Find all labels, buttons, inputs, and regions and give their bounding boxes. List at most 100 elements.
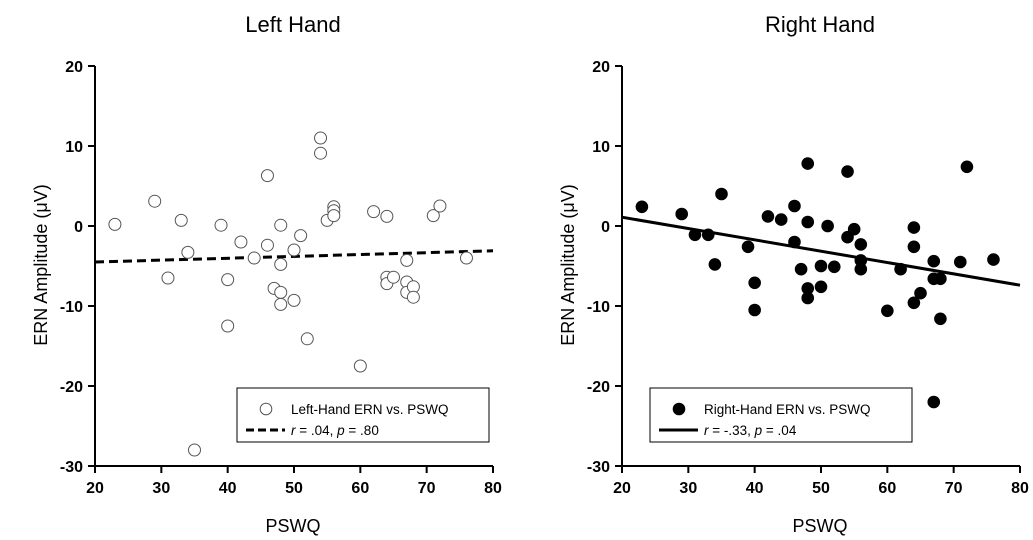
data-point (367, 205, 381, 219)
data-point (701, 228, 715, 242)
legend-box (649, 387, 913, 443)
data-point (934, 312, 947, 326)
data-point (821, 219, 834, 233)
data-point (801, 157, 815, 170)
data-point (247, 251, 261, 265)
data-point (148, 194, 162, 208)
y-tick-label: -30 (587, 459, 610, 476)
data-point (927, 395, 941, 409)
y-tick-label: 20 (65, 59, 83, 76)
data-point (327, 209, 341, 223)
data-point (274, 257, 288, 271)
x-axis-label: PSWQ (792, 516, 847, 536)
data-point (794, 262, 808, 276)
legend-fit-stats: r = -.33, p = .04 (704, 423, 797, 438)
x-tick-label: 30 (152, 480, 170, 497)
data-point (841, 165, 854, 178)
data-point (234, 235, 248, 249)
x-tick-label: 80 (484, 480, 502, 497)
data-point (181, 245, 195, 259)
data-point (274, 297, 288, 311)
data-point (260, 169, 274, 183)
data-point (841, 230, 854, 244)
regression-line (621, 215, 1021, 287)
data-point (881, 304, 894, 318)
y-tick-label: -30 (60, 459, 83, 476)
data-point (314, 131, 328, 145)
plot-left-axes (94, 66, 493, 467)
plot-left-points (108, 131, 473, 457)
data-point (907, 296, 921, 310)
data-point (894, 262, 907, 276)
chart-right: Right Hand ERN Amplitude (μV) PSWQ 20 10 0… (558, 12, 1029, 536)
legend: Left-Hand ERN vs. PSWQ r = .04, p = .80 (236, 387, 490, 443)
y-axis-label: ERN Amplitude (μV) (31, 184, 51, 345)
data-point (788, 199, 801, 213)
x-tick-label: 80 (1011, 480, 1029, 497)
chart-title: Right Hand (765, 12, 875, 37)
data-point (927, 254, 941, 268)
legend-r-label: r (291, 423, 296, 438)
data-point (221, 319, 235, 333)
data-point (708, 258, 722, 271)
y-tick-label: -20 (60, 379, 83, 396)
y-tick-label: 0 (74, 219, 83, 236)
plot-right-fit (621, 215, 1021, 287)
data-point (847, 222, 861, 236)
legend-p-value: = .04 (762, 423, 797, 438)
data-point (221, 273, 235, 287)
x-axis-label: PSWQ (265, 516, 320, 536)
data-point (675, 207, 689, 221)
data-point (715, 187, 728, 201)
data-point (774, 213, 788, 226)
y-axis-label: ERN Amplitude (μV) (558, 184, 578, 345)
x-tick-label: 60 (878, 480, 896, 497)
legend-box (236, 387, 490, 443)
legend-p-value: = .80 (345, 423, 379, 438)
data-point (287, 293, 301, 307)
data-point (387, 270, 400, 284)
data-point (914, 286, 927, 300)
legend-r-value: = .04, (296, 423, 338, 438)
legend-series-label: Left-Hand ERN vs. PSWQ (291, 402, 449, 417)
legend-p-label: p (754, 423, 763, 438)
x-tick-label: 40 (746, 480, 764, 497)
data-point (314, 146, 328, 160)
y-tick-label: 0 (601, 219, 610, 236)
data-point (426, 209, 440, 223)
legend-r-label: r (704, 423, 709, 438)
chart-left: Left Hand ERN Amplitude (μV) PSWQ 20 10 0 -… (31, 12, 502, 536)
data-point (380, 209, 394, 223)
data-point (688, 228, 702, 242)
data-point (214, 218, 228, 232)
data-point (934, 272, 947, 286)
x-tick-label: 30 (679, 480, 697, 497)
data-point (300, 332, 314, 346)
y-tick-label: -10 (60, 299, 83, 316)
y-tick-label: 20 (592, 59, 610, 76)
x-tick-label: 40 (219, 480, 237, 497)
data-point (353, 359, 367, 373)
plot-right-axes (621, 66, 1020, 467)
legend-fit-stats: r = .04, p = .80 (291, 423, 379, 438)
y-tick-label: 10 (65, 139, 83, 156)
data-point (459, 251, 473, 265)
x-tick-label: 20 (613, 480, 631, 497)
legend-r-value: = -.33, (709, 423, 755, 438)
x-tick-label: 20 (86, 480, 104, 497)
x-tick-label: 50 (285, 480, 303, 497)
data-point (987, 253, 1000, 266)
data-point (854, 238, 868, 251)
data-point (635, 200, 649, 214)
data-point (801, 291, 815, 305)
data-point (433, 199, 447, 213)
x-tick-label: 50 (812, 480, 830, 497)
data-point (174, 213, 188, 227)
data-point (287, 243, 301, 257)
legend-marker-filled (672, 402, 686, 416)
legend: Right-Hand ERN vs. PSWQ r = -.33, p = .0… (649, 387, 913, 443)
data-point (294, 229, 308, 243)
data-point (801, 215, 815, 229)
